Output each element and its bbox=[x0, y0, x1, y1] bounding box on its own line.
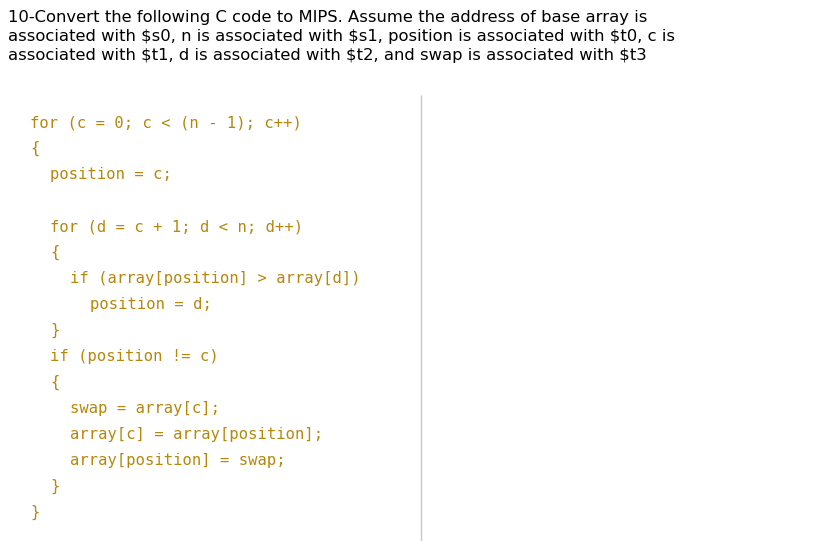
Text: for (d = c + 1; d < n; d++): for (d = c + 1; d < n; d++) bbox=[50, 219, 303, 234]
Text: array[c] = array[position];: array[c] = array[position]; bbox=[70, 427, 323, 442]
Text: {: { bbox=[50, 245, 59, 260]
Text: }: } bbox=[50, 479, 59, 494]
Text: associated with $s0, n is associated with $s1, position is associated with $t0, : associated with $s0, n is associated wit… bbox=[8, 29, 674, 44]
Text: if (array[position] > array[d]): if (array[position] > array[d]) bbox=[70, 271, 360, 286]
Text: {: { bbox=[50, 375, 59, 390]
Text: if (position != c): if (position != c) bbox=[50, 349, 219, 364]
Text: for (c = 0; c < (n - 1); c++): for (c = 0; c < (n - 1); c++) bbox=[30, 115, 301, 130]
Text: }: } bbox=[30, 505, 39, 520]
Text: position = d;: position = d; bbox=[90, 297, 211, 312]
Text: 10-Convert the following C code to MIPS. Assume the address of base array is: 10-Convert the following C code to MIPS.… bbox=[8, 10, 646, 25]
Text: array[position] = swap;: array[position] = swap; bbox=[70, 453, 285, 468]
Text: position = c;: position = c; bbox=[50, 167, 172, 182]
Text: {: { bbox=[30, 141, 39, 156]
Text: associated with $t1, d is associated with $t2, and swap is associated with $t3: associated with $t1, d is associated wit… bbox=[8, 48, 646, 63]
Text: swap = array[c];: swap = array[c]; bbox=[70, 401, 219, 416]
Text: }: } bbox=[50, 323, 59, 338]
